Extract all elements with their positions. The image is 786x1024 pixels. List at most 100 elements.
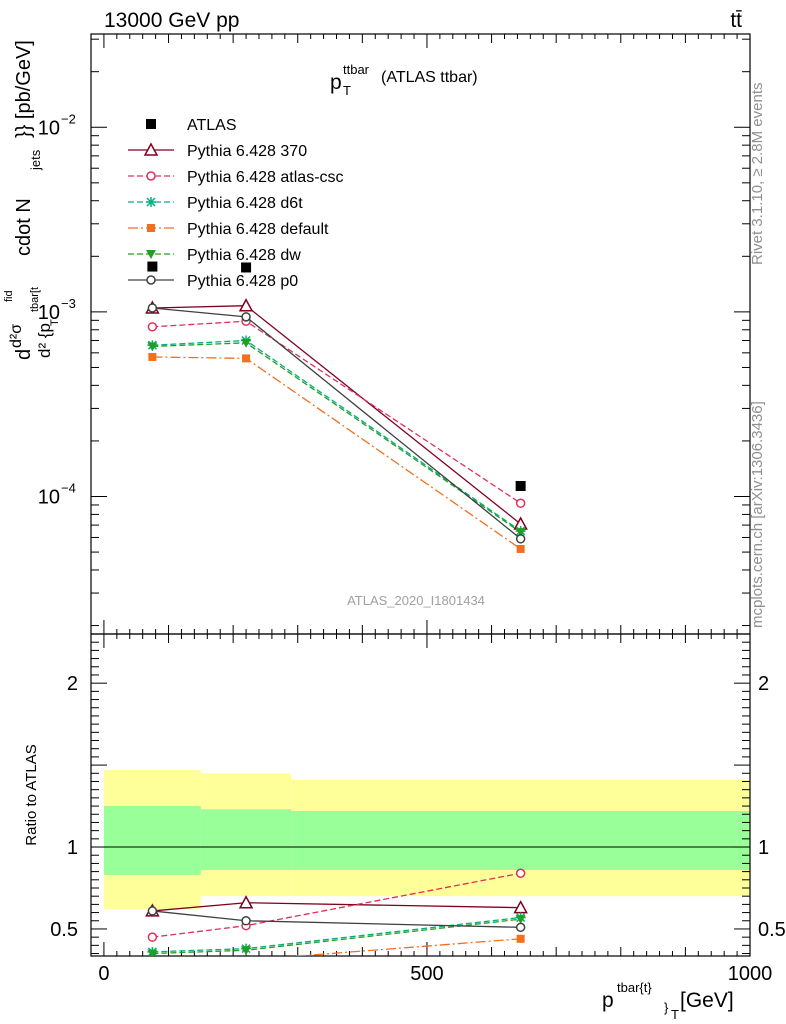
legend-label-atlas: ATLAS — [187, 117, 237, 134]
legend: ATLAS Pythia 6.428 370 Pythia 6.428 atlas-… — [128, 117, 344, 290]
ratio-line-4 — [152, 918, 521, 955]
legend-marker-3 — [147, 224, 155, 232]
ratio-y-axis-label: Ratio to ATLAS — [23, 744, 40, 845]
xlabel-sub: } — [664, 1000, 669, 1015]
legend-marker-4 — [146, 250, 156, 259]
main-y-tick-label: 10 — [38, 117, 60, 139]
ratio-y-tick-label-right: 0.5 — [758, 919, 786, 941]
ylabel-p4: }} [pb/GeV] — [13, 40, 35, 138]
green-band-bin-1 — [200, 809, 292, 870]
ylabel-p3sub: jets — [28, 149, 43, 171]
main-point-1-2 — [515, 498, 526, 508]
ratio-point-3-2 — [516, 934, 525, 943]
x-tick-label: 0 — [98, 963, 109, 985]
x-axis-label: p tbar{t} } T [GeV] — [602, 980, 734, 1022]
main-y-tick-exp: −4 — [61, 481, 76, 496]
ratio-y-tick-label-left: 1 — [67, 837, 78, 859]
title-sup: ttbar — [343, 62, 370, 77]
plot-title: p T ttbar (ATLAS ttbar) — [330, 62, 478, 98]
rivet-label: Rivet 3.1.10, ≥ 2.8M events — [749, 83, 766, 266]
xlabel-subsub: T — [671, 1007, 679, 1022]
legend-marker-5 — [146, 275, 156, 285]
title-rest: (ATLAS ttbar) — [381, 69, 478, 86]
ratio-y-tick-label-left: 0.5 — [50, 919, 78, 941]
legend-marker-2-d — [146, 197, 156, 207]
xlabel-sup: tbar{t} — [617, 980, 652, 995]
legend-label-3: Pythia 6.428 default — [187, 221, 329, 238]
main-point-4-2 — [515, 528, 526, 538]
ylabel-p2: d² {p — [35, 323, 54, 358]
ratio-point-4-1 — [241, 946, 252, 956]
main-point-5-1 — [241, 312, 251, 322]
main-line-0 — [152, 305, 522, 525]
main-y-tick-exp: −2 — [61, 111, 76, 126]
green-band-bin-0 — [103, 806, 201, 875]
ratio-y-tick-label-right: 1 — [758, 837, 769, 859]
legend-label-1: Pythia 6.428 atlas-csc — [187, 169, 344, 186]
main-y-tick-label: 10 — [38, 487, 60, 509]
main-point-0-1 — [238, 298, 254, 312]
ratio-uncertainty-bands — [103, 770, 750, 910]
main-point-3-1 — [242, 354, 251, 363]
main-line-4 — [152, 342, 522, 533]
main-line-1 — [152, 320, 522, 504]
ratio-point-1-0 — [147, 932, 158, 942]
ratio-y-tick-label-left: 2 — [67, 673, 78, 695]
ratio-point-5-1 — [241, 916, 251, 926]
main-point-5-2 — [515, 534, 526, 544]
ratio-line-5 — [152, 910, 521, 928]
legend-marker-atlas — [146, 119, 156, 129]
green-band-bin-2 — [291, 810, 750, 870]
main-point-5-0 — [147, 303, 158, 313]
x-tick-label: 1000 — [728, 963, 773, 985]
ratio-line-3 — [290, 938, 521, 956]
atlas-point-0 — [147, 261, 158, 272]
ratio-panel-series — [145, 868, 528, 966]
data-series — [145, 261, 528, 966]
main-point-1-0 — [147, 322, 158, 332]
ratio-point-0-1 — [238, 895, 254, 909]
ratio-point-4-2 — [515, 915, 526, 925]
ylabel-p1: d — [13, 349, 35, 360]
main-y-tick-label: 10 — [38, 302, 60, 324]
ylabel-p1supsup: fid — [3, 290, 15, 302]
xlabel-main: p — [602, 989, 614, 1012]
analysis-watermark: ATLAS_2020_I1801434 — [347, 593, 485, 608]
title-sub: T — [343, 83, 351, 98]
ratio-point-1-2 — [515, 868, 526, 878]
ratio-line-0 — [152, 902, 521, 912]
xlabel-rest: [GeV] — [680, 989, 734, 1012]
mcplots-label: mcplots.cern.ch [arXiv:1306.3436] — [749, 401, 766, 628]
legend-marker-1 — [146, 171, 156, 181]
ratio-point-4-0 — [147, 949, 158, 956]
legend-marker-2 — [146, 197, 156, 207]
main-point-4-0 — [147, 342, 158, 352]
main-y-axis-label: d d²σ fid d² {p T tbar[t cdot N jets }} … — [3, 40, 61, 360]
legend-label-5: Pythia 6.428 p0 — [187, 273, 298, 290]
ylabel-p1sup: d²σ — [8, 324, 25, 348]
ratio-point-5-2 — [515, 922, 526, 933]
main-y-tick-exp: −3 — [61, 296, 76, 311]
ylabel-p2sup: tbar[t — [29, 287, 41, 312]
legend-label-0: Pythia 6.428 370 — [187, 143, 307, 160]
main-line-3 — [152, 356, 522, 550]
plot-frames — [90, 33, 751, 957]
ylabel-p3: cdot N — [13, 198, 35, 256]
main-panel-series — [145, 261, 528, 553]
ratio-point-3-1 — [242, 956, 250, 964]
main-point-4-1 — [241, 338, 252, 348]
ylabel-p2sub: T — [49, 319, 61, 326]
title-main: p — [330, 71, 342, 94]
legend-marker-0 — [143, 142, 159, 156]
ratio-y-tick-label-right: 2 — [758, 673, 769, 695]
atlas-point-2 — [515, 481, 526, 492]
header-energy: 13000 GeV pp — [104, 9, 239, 32]
header-process: tt̄ — [730, 9, 742, 32]
ratio-panel-frame — [90, 633, 751, 957]
legend-label-4: Pythia 6.428 dw — [187, 247, 301, 264]
ratio-point-3-0 — [148, 958, 156, 966]
ratio-point-5-0 — [147, 906, 158, 916]
main-point-3-2 — [516, 544, 525, 553]
